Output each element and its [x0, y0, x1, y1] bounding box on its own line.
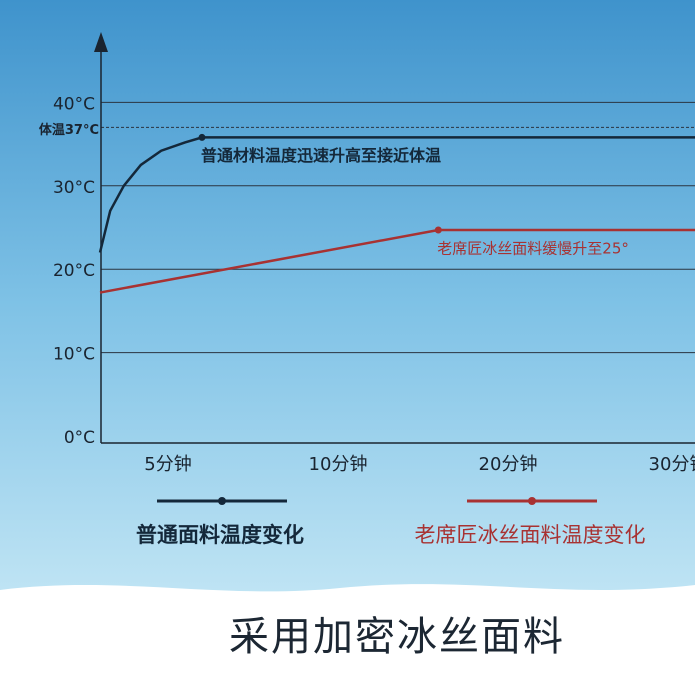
y-axis-arrow — [94, 32, 108, 52]
chart-title: 采用加密冰丝面料 — [229, 614, 565, 660]
x-tick-label: 10分钟 — [309, 454, 368, 475]
y-tick-label: 40°C — [53, 94, 95, 114]
legend-dot — [528, 497, 536, 505]
x-tick-label: 20分钟 — [479, 454, 538, 475]
legend-label: 普通面料温度变化 — [136, 523, 304, 547]
y-tick-label: 10°C — [53, 345, 95, 365]
x-tick-label: 30分钟 — [649, 454, 695, 475]
reference-label: 体温37°C — [39, 122, 99, 138]
wave — [0, 584, 695, 679]
legend-dot — [218, 497, 226, 505]
data-point — [434, 226, 442, 234]
y-tick-label: 0°C — [64, 428, 95, 448]
annotation: 普通材料温度迅速升高至接近体温 — [201, 146, 441, 165]
annotation: 老席匠冰丝面料缓慢升至25° — [437, 239, 629, 257]
y-tick-label: 20°C — [53, 261, 95, 281]
data-point — [198, 133, 206, 141]
x-tick-label: 5分钟 — [144, 454, 191, 475]
y-tick-label: 30°C — [53, 178, 95, 198]
legend-label: 老席匠冰丝面料温度变化 — [415, 523, 646, 547]
